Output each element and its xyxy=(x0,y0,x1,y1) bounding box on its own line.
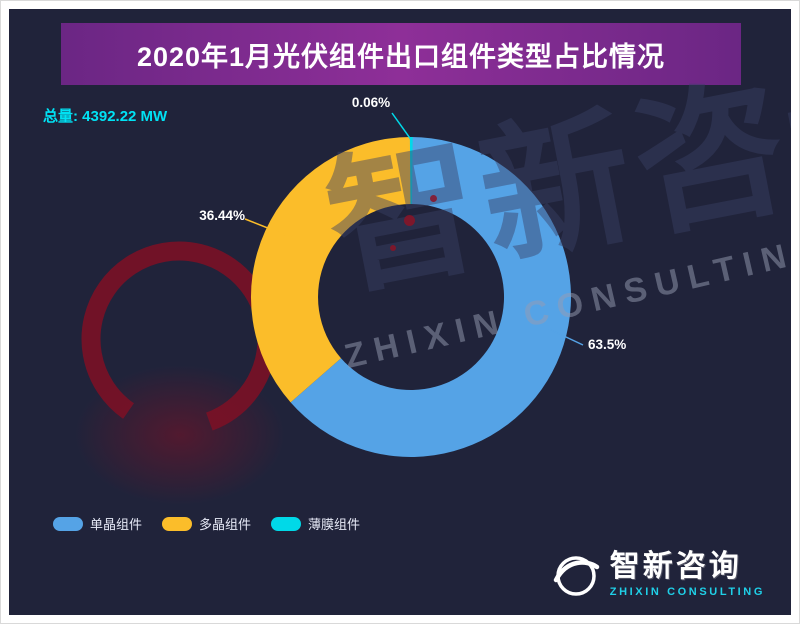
watermark-dot xyxy=(404,215,415,226)
legend-swatch xyxy=(53,516,83,531)
slice-label-mono: 63.5% xyxy=(588,337,627,352)
legend-label: 薄膜组件 xyxy=(308,517,361,532)
donut-chart xyxy=(244,112,584,457)
watermark-dot xyxy=(430,195,437,202)
label-leader-line xyxy=(244,218,294,239)
logo-name: 智新咨询 xyxy=(609,550,742,583)
legend-label: 多晶组件 xyxy=(199,517,252,532)
slice-label-multi: 36.44% xyxy=(199,208,245,223)
slice-mono[interactable] xyxy=(290,137,571,457)
page-title: 2020年1月光伏组件出口组件类型占比情况 xyxy=(136,41,666,72)
slice-multi[interactable] xyxy=(250,137,411,403)
legend-swatch xyxy=(162,516,193,531)
label-leader-line xyxy=(548,328,584,346)
watermark-dot xyxy=(390,245,396,251)
watermark-red-blob xyxy=(75,365,285,505)
slice-label-thin-film: 0.06% xyxy=(351,95,391,110)
total-value: 总量: 4392.22 MW xyxy=(43,108,168,125)
logo-subtitle: ZHIXIN CONSULTING xyxy=(609,586,765,598)
legend-label: 单晶组件 xyxy=(90,517,143,532)
chart-legend: 单晶组件 多晶组件 薄膜组件 xyxy=(53,514,360,533)
chart-panel: 2020年1月光伏组件出口组件类型占比情况 总量: 4392.22 MW 0.0… xyxy=(9,9,791,615)
slice-thin-film[interactable] xyxy=(409,136,413,204)
label-leader-line xyxy=(391,112,413,142)
logo-swoosh-icon xyxy=(553,556,600,596)
legend-item-2[interactable]: 薄膜组件 xyxy=(271,514,360,533)
legend-item-0[interactable]: 单晶组件 xyxy=(53,514,142,533)
legend-swatch xyxy=(271,516,302,531)
brand-logo: 智新咨询 ZHIXIN CONSULTING xyxy=(552,551,765,599)
legend-item-1[interactable]: 多晶组件 xyxy=(162,514,251,533)
title-banner: 2020年1月光伏组件出口组件类型占比情况 xyxy=(61,23,741,85)
